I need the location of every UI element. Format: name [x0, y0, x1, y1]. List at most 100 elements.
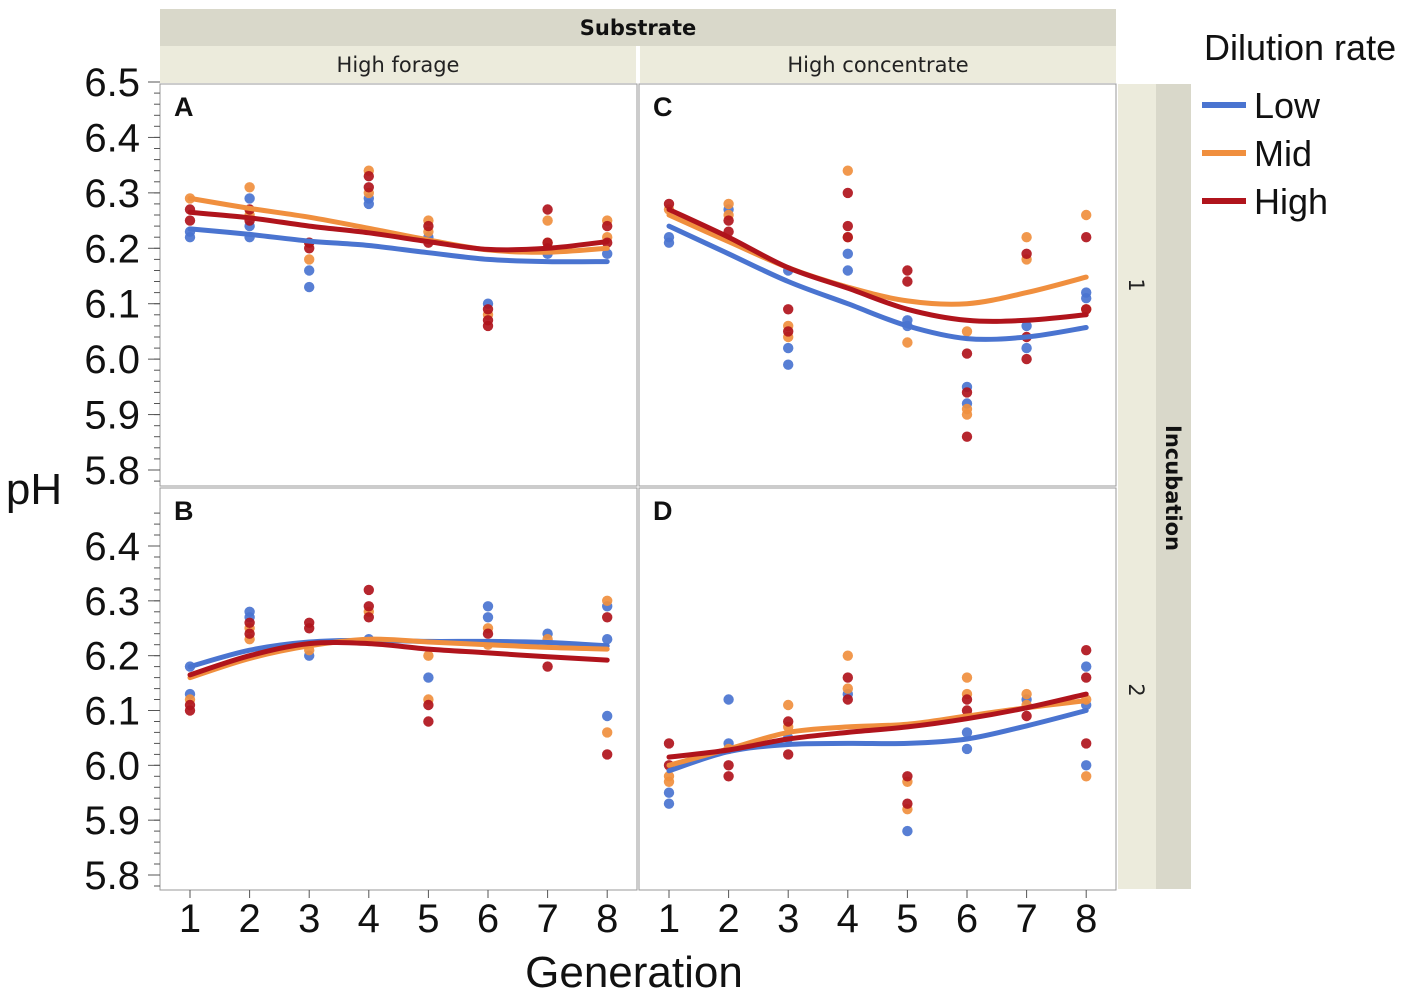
- y-tick-label: 6.3: [84, 172, 140, 216]
- data-point-high: [423, 699, 434, 711]
- x-tick-label: 5: [417, 897, 439, 941]
- data-point-low: [723, 694, 734, 705]
- data-point-high: [1021, 710, 1032, 722]
- data-point-mid: [961, 326, 973, 337]
- strip-high-concentrate: [640, 46, 1116, 83]
- y-tick-label: 6.1: [84, 283, 140, 327]
- incubation-strip: [1156, 84, 1191, 889]
- x-tick-label: 4: [358, 897, 380, 941]
- legend-label-low: Low: [1254, 85, 1321, 126]
- data-point-high: [363, 612, 374, 623]
- data-point-high: [244, 628, 255, 639]
- data-point-high: [723, 771, 734, 782]
- x-tick-label: 3: [777, 897, 799, 941]
- y-tick-label: 5.8: [84, 854, 140, 898]
- data-point-low: [602, 634, 613, 645]
- y-tick-label: 6.1: [84, 690, 140, 734]
- data-point-mid: [842, 683, 853, 694]
- data-point-high: [363, 584, 374, 596]
- fit-line-high: [187, 639, 610, 678]
- data-point-mid: [723, 198, 734, 210]
- x-tick-label: 2: [238, 897, 260, 941]
- data-point-high: [961, 348, 973, 359]
- panel-frame: [159, 487, 638, 891]
- panel-b: B: [159, 487, 638, 891]
- data-point-low: [663, 798, 675, 809]
- data-point-high: [482, 304, 494, 315]
- legend-label-mid: Mid: [1254, 133, 1312, 174]
- data-point-high: [842, 672, 853, 683]
- data-point-low: [244, 193, 255, 204]
- data-point-high: [842, 187, 853, 199]
- x-tick-label: 6: [477, 897, 499, 941]
- fit-line-low: [187, 226, 610, 265]
- data-point-high: [842, 694, 853, 705]
- data-point-low: [482, 612, 494, 623]
- x-tick-label: 8: [1075, 897, 1097, 941]
- data-point-high: [783, 749, 794, 760]
- data-point-mid: [1021, 232, 1032, 243]
- panel-frame: [638, 487, 1117, 891]
- data-point-high: [783, 304, 794, 315]
- data-point-mid: [542, 215, 553, 226]
- data-point-high: [961, 387, 973, 398]
- data-point-mid: [602, 595, 613, 606]
- panel-frame: [638, 83, 1117, 487]
- strip-incubation-2: [1118, 488, 1156, 889]
- panel-c: C: [638, 83, 1117, 487]
- data-point-low: [783, 359, 794, 370]
- data-point-high: [184, 699, 196, 711]
- data-point-high: [482, 315, 494, 326]
- data-point-high: [1081, 738, 1092, 749]
- data-point-high: [1021, 353, 1032, 365]
- x-tick-label: 7: [536, 897, 558, 941]
- fit-line-high: [666, 207, 1089, 324]
- data-point-low: [602, 710, 613, 722]
- data-point-high: [184, 215, 196, 226]
- y-tick-label: 6.3: [84, 580, 140, 624]
- data-point-mid: [842, 650, 853, 661]
- data-point-low: [1081, 760, 1092, 771]
- y-axis-title: pH: [6, 465, 62, 514]
- incubation-strip-title: Incubation: [1161, 425, 1185, 551]
- fit-line-high: [187, 209, 610, 253]
- y-tick-label: 5.9: [84, 799, 140, 843]
- strip-incubation-1: [1118, 84, 1156, 488]
- x-tick-label: 8: [596, 897, 618, 941]
- data-point-high: [602, 612, 613, 623]
- y-tick-label: 6.5: [84, 61, 140, 105]
- data-point-high: [902, 265, 913, 276]
- data-point-high: [783, 326, 794, 337]
- fit-line-high: [666, 691, 1089, 760]
- data-point-high: [842, 220, 853, 232]
- data-point-high: [783, 716, 794, 727]
- facet-strips: Substrate High forage High concentrate 1…: [160, 9, 1191, 889]
- data-point-mid: [842, 165, 853, 176]
- x-tick-label: 6: [956, 897, 978, 941]
- y-tick-label: 5.9: [84, 394, 140, 438]
- panel-label: B: [174, 496, 194, 526]
- y-axes: 6.5 6.4 6.3 6.2 6.1 6.0 5.9 5.8 6.4 6.3 6.2 6.1 6.0 5…: [84, 61, 160, 898]
- data-point-high: [423, 716, 434, 727]
- data-point-high: [304, 623, 315, 634]
- data-point-low: [842, 248, 853, 259]
- data-point-mid: [304, 254, 315, 265]
- y-tick-label: 5.8: [84, 449, 140, 493]
- data-point-high: [961, 705, 973, 716]
- x-axis-title: Generation: [525, 948, 743, 997]
- data-point-high: [423, 220, 434, 232]
- data-point-low: [961, 727, 973, 738]
- data-point-high: [482, 628, 494, 639]
- data-point-high: [244, 617, 255, 628]
- data-point-low: [663, 232, 675, 243]
- row-label-incubation-2: 2: [1124, 683, 1148, 696]
- data-point-low: [1021, 342, 1032, 354]
- substrate-strip-title: Substrate: [580, 16, 696, 40]
- data-point-low: [602, 248, 613, 259]
- fit-line-low: [666, 223, 1089, 342]
- column-label-high-forage: High forage: [337, 53, 460, 77]
- legend-label-high: High: [1254, 181, 1328, 222]
- data-point-high: [961, 694, 973, 705]
- panel-a: A: [159, 83, 638, 487]
